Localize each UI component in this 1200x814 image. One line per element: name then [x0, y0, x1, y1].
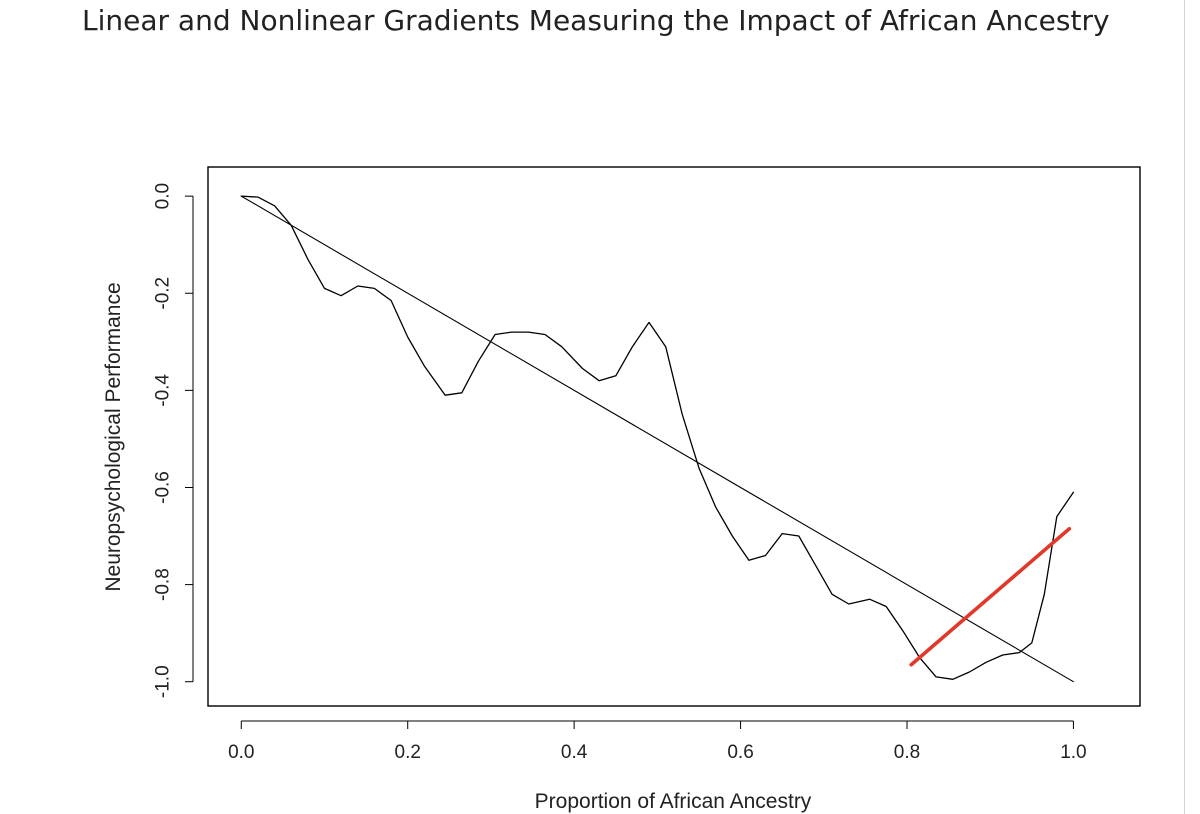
x-tick-label: 0.8 — [894, 742, 920, 763]
y-tick-label: -0.4 — [153, 374, 174, 407]
x-tick-label: 0.6 — [727, 742, 753, 763]
x-tick-label: 0.4 — [561, 742, 588, 763]
x-axis: 0.0 0.2 0.4 0.6 0.8 1.0 — [228, 720, 1087, 763]
page-title: Linear and Nonlinear Gradients Measuring… — [82, 4, 1110, 37]
x-tick-label: 1.0 — [1060, 742, 1086, 763]
y-tick-label: -1.0 — [153, 665, 174, 698]
y-axis: 0.0 -0.2 -0.4 -0.6 -0.8 -1.0 — [153, 183, 194, 698]
plot-frame — [207, 166, 1141, 707]
x-tick-label: 0.2 — [395, 742, 421, 763]
x-tick-label: 0.0 — [228, 742, 254, 763]
highlight-segment — [909, 526, 1072, 667]
y-tick-label: -0.8 — [153, 568, 174, 601]
page-edge-divider — [1184, 0, 1185, 814]
y-tick-label: -0.2 — [153, 277, 174, 310]
y-axis-label: Neuropsychological Performance — [102, 282, 125, 591]
y-tick-label: -0.6 — [153, 471, 174, 504]
x-axis-label: Proportion of African Ancestry — [535, 790, 812, 813]
series-group — [240, 195, 1075, 683]
y-tick-label: 0.0 — [153, 183, 174, 209]
nonlinear-curve — [240, 195, 1075, 680]
linear-trend-line — [240, 195, 1074, 683]
